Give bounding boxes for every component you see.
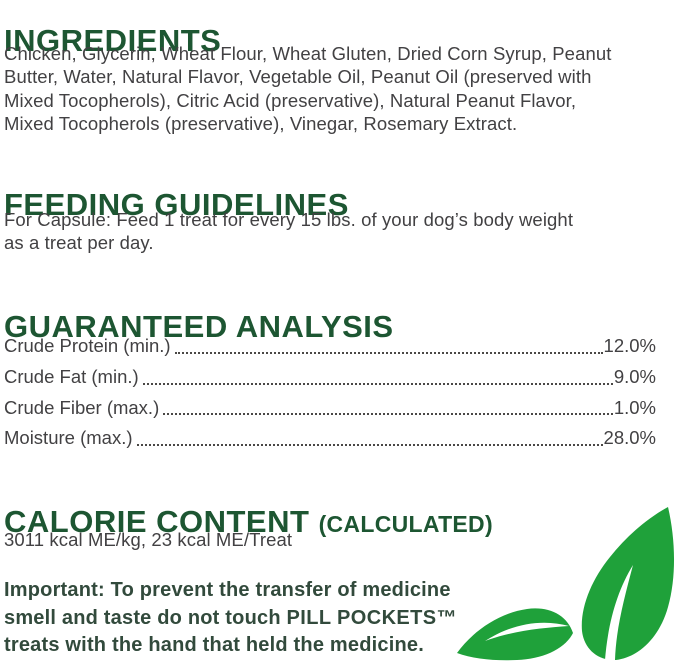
table-row: Crude Fiber (max.) 1.0% bbox=[4, 393, 656, 424]
ingredients-line: Chicken, Glycerin, Wheat Flour, Wheat Gl… bbox=[4, 43, 612, 64]
leaf-icon-large bbox=[581, 507, 675, 661]
guaranteed-analysis-table: Crude Protein (min.) 12.0% Crude Fat (mi… bbox=[4, 331, 656, 454]
analysis-value: 12.0% bbox=[603, 335, 656, 356]
calorie-content-heading: CALORIE CONTENT (CALCULATED) bbox=[4, 506, 493, 537]
calorie-heading-suffix: (CALCULATED) bbox=[318, 510, 493, 537]
ingredients-line: Butter, Water, Natural Flavor, Vegetable… bbox=[4, 66, 592, 88]
important-note: Important: To prevent the transfer of me… bbox=[4, 577, 457, 660]
dotted-leader bbox=[174, 351, 603, 354]
feeding-guidelines-text: For Capsule: Feed 1 treat for every 15 l… bbox=[4, 208, 573, 255]
note-line: smell and taste do not touch PILL POCKET… bbox=[4, 605, 457, 633]
table-row: Moisture (max.) 28.0% bbox=[4, 423, 656, 454]
leaf-icon-small bbox=[457, 608, 573, 661]
feeding-guidelines-heading: FEEDING GUIDELINES bbox=[4, 186, 349, 222]
table-row: Crude Fat (min.) 9.0% bbox=[4, 362, 656, 393]
analysis-value: 9.0% bbox=[613, 365, 656, 387]
dotted-leader bbox=[142, 382, 613, 385]
calorie-content-text: 3011 kcal ME/kg, 23 kcal ME/Treat bbox=[4, 529, 293, 550]
ingredients-heading: INGREDIENTS bbox=[4, 22, 222, 58]
ingredients-line: Mixed Tocopherols (preservative), Vinega… bbox=[4, 113, 518, 135]
feeding-line: as a treat per day. bbox=[4, 232, 154, 254]
calorie-heading-main: CALORIE CONTENT bbox=[4, 503, 310, 539]
analysis-value: 1.0% bbox=[613, 396, 656, 418]
note-line-text: smell and taste do not touch bbox=[4, 606, 287, 629]
note-line: treats with the hand that held the medic… bbox=[4, 634, 424, 656]
brand-name: PILL POCKETS bbox=[286, 606, 437, 629]
analysis-label: Crude Protein (min.) bbox=[4, 335, 171, 356]
dotted-leader bbox=[163, 413, 613, 416]
table-row: Crude Protein (min.) 12.0% bbox=[4, 331, 656, 362]
dotted-leader bbox=[136, 444, 603, 447]
analysis-label: Crude Fiber (max.) bbox=[4, 396, 160, 418]
analysis-label: Crude Fat (min.) bbox=[4, 365, 139, 387]
note-line: Important: To prevent the transfer of me… bbox=[4, 579, 451, 601]
trademark-symbol: ™ bbox=[436, 606, 457, 629]
feeding-line: For Capsule: Feed 1 treat for every 15 l… bbox=[4, 209, 574, 230]
guaranteed-analysis-heading: GUARANTEED ANALYSIS bbox=[4, 308, 394, 344]
analysis-value: 28.0% bbox=[603, 427, 656, 449]
analysis-label: Moisture (max.) bbox=[4, 427, 133, 449]
ingredients-text: Chicken, Glycerin, Wheat Flour, Wheat Gl… bbox=[4, 42, 611, 136]
ingredients-line: Mixed Tocopherols), Citric Acid (preserv… bbox=[4, 89, 577, 111]
